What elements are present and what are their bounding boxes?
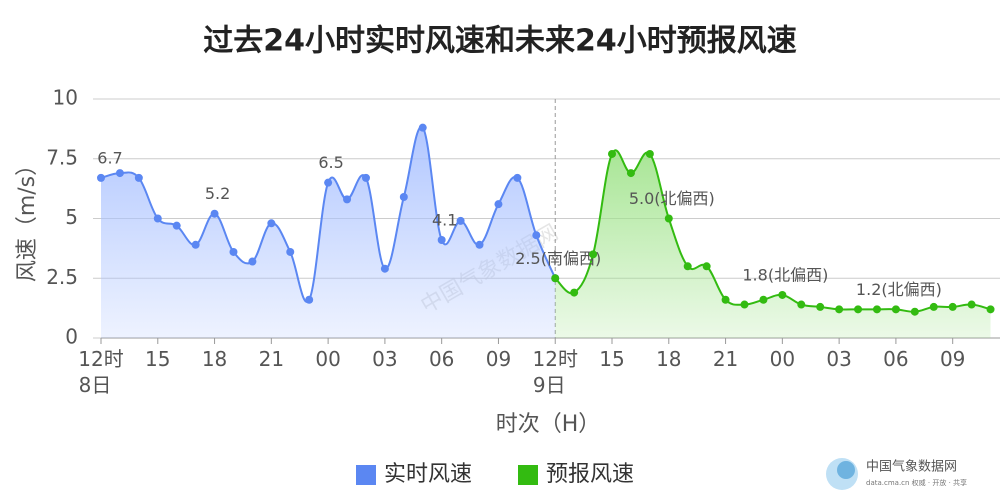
- point: [891, 305, 900, 314]
- point: [229, 247, 238, 256]
- x-tick-label: 12时 8日: [78, 347, 123, 397]
- y-tick-label: 7.5: [46, 145, 78, 169]
- point: [645, 149, 654, 158]
- value-label: 6.7: [97, 148, 122, 167]
- y-tick-label: 5: [65, 205, 78, 229]
- x-tick-label: 18: [202, 347, 227, 371]
- x-tick-label: 03: [372, 347, 397, 371]
- point: [475, 240, 484, 249]
- point: [324, 178, 333, 187]
- point: [910, 307, 919, 316]
- point: [172, 221, 181, 230]
- point: [986, 305, 995, 314]
- point: [948, 302, 957, 311]
- point: [343, 195, 352, 204]
- point: [437, 236, 446, 245]
- value-label: 4.1: [432, 211, 457, 230]
- logo-icon-inner: [837, 461, 855, 479]
- point: [626, 169, 635, 178]
- x-tick-label: 00: [315, 347, 340, 371]
- legend-swatch: [356, 465, 376, 485]
- point: [759, 295, 768, 304]
- point: [816, 302, 825, 311]
- point: [248, 257, 257, 266]
- point: [929, 302, 938, 311]
- legend-label: 预报风速: [546, 462, 634, 487]
- point: [740, 300, 749, 309]
- x-tick-label: 15: [599, 347, 624, 371]
- point: [608, 149, 617, 158]
- source-note: data.cma.cn 权威 · 开放 · 共享: [866, 478, 967, 487]
- point: [589, 250, 598, 259]
- area: [555, 150, 991, 338]
- value-label: 1.8(北偏西): [742, 265, 828, 284]
- point: [418, 123, 427, 132]
- point: [513, 173, 522, 182]
- point: [115, 169, 124, 178]
- value-label: 2.5(南偏西): [515, 249, 601, 268]
- point: [134, 173, 143, 182]
- x-tick-label: 15: [145, 347, 170, 371]
- source: 中国气象数据网: [866, 459, 957, 475]
- point: [267, 219, 276, 228]
- point: [305, 295, 314, 304]
- legend-swatch: [518, 465, 538, 485]
- value-label: 6.5: [318, 153, 343, 172]
- chart-title: 过去24小时实时风速和未来24小时预报风速: [203, 24, 797, 59]
- value-label: 1.2(北偏西): [856, 280, 942, 299]
- x-tick-label: 21: [259, 347, 284, 371]
- y-tick-label: 10: [53, 86, 78, 110]
- point: [570, 288, 579, 297]
- y-axis-label: 风速（m/s）: [15, 154, 40, 282]
- point: [210, 209, 219, 218]
- point: [97, 173, 105, 182]
- point: [854, 305, 863, 314]
- x-tick-label: 06: [429, 347, 454, 371]
- point: [721, 295, 730, 304]
- value-label: 5.0(北偏西): [629, 189, 715, 208]
- point: [967, 300, 976, 309]
- point: [286, 247, 295, 256]
- x-tick-label: 09: [940, 347, 965, 371]
- point: [778, 290, 787, 299]
- point: [361, 173, 370, 182]
- x-tick-label: 03: [826, 347, 851, 371]
- point: [456, 216, 465, 225]
- x-tick-label: 12时 9日: [533, 347, 578, 397]
- x-tick-label: 06: [883, 347, 908, 371]
- point: [835, 305, 844, 314]
- area: [101, 126, 556, 339]
- value-label: 5.2: [205, 184, 230, 203]
- point: [494, 200, 503, 209]
- point: [191, 240, 200, 249]
- point: [399, 192, 408, 201]
- point: [380, 264, 389, 273]
- point: [532, 231, 541, 240]
- x-axis-label: 时次（H）: [496, 412, 601, 437]
- point: [702, 262, 711, 271]
- legend-label: 实时风速: [384, 462, 472, 487]
- point: [797, 300, 806, 309]
- y-tick-label: 0: [65, 325, 78, 349]
- point: [872, 305, 881, 314]
- x-tick-label: 21: [713, 347, 738, 371]
- x-tick-label: 18: [656, 347, 681, 371]
- x-tick-label: 09: [486, 347, 511, 371]
- point: [683, 262, 692, 271]
- x-tick-label: 00: [770, 347, 795, 371]
- point: [664, 214, 673, 223]
- point: [153, 214, 162, 223]
- point: [551, 274, 560, 283]
- y-tick-label: 2.5: [46, 265, 78, 289]
